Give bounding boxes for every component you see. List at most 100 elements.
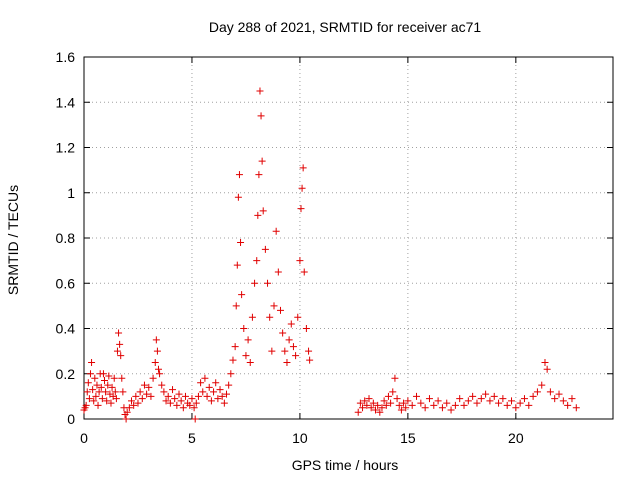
data-point: [425, 395, 433, 403]
data-point: [117, 352, 125, 360]
data-point: [393, 395, 401, 403]
data-point: [227, 370, 235, 378]
data-point: [162, 397, 170, 405]
data-point: [177, 397, 185, 405]
data-point: [166, 399, 174, 407]
data-point: [113, 347, 121, 355]
data-point: [285, 336, 293, 344]
data-point: [361, 397, 369, 405]
data-point: [119, 388, 127, 396]
data-point: [251, 279, 259, 287]
data-point: [268, 347, 276, 355]
data-point: [216, 386, 224, 394]
data-point: [123, 408, 131, 416]
data-point: [512, 404, 520, 412]
data-point: [173, 401, 181, 409]
data-point: [132, 392, 140, 400]
data-point: [261, 245, 269, 253]
data-point: [298, 184, 306, 192]
data-point: [229, 356, 237, 364]
x-tick-label: 10: [292, 430, 308, 446]
data-point: [387, 399, 395, 407]
data-point: [404, 397, 412, 405]
data-point: [118, 374, 126, 382]
data-point: [205, 383, 213, 391]
data-point: [128, 397, 136, 405]
data-point: [374, 401, 382, 409]
data-point: [270, 302, 278, 310]
data-point: [266, 313, 274, 321]
data-point: [218, 392, 226, 400]
data-point: [283, 358, 291, 366]
data-point: [103, 397, 111, 405]
data-point: [294, 313, 302, 321]
data-point: [130, 401, 138, 409]
data-point: [287, 320, 295, 328]
grid-lines: [84, 57, 613, 419]
data-point: [246, 358, 254, 366]
data-point: [235, 171, 243, 179]
data-point: [152, 336, 160, 344]
data-point: [572, 404, 580, 412]
data-point: [199, 388, 207, 396]
y-tick-label: 1.6: [56, 49, 76, 65]
data-point: [456, 395, 464, 403]
data-point: [194, 392, 202, 400]
data-point: [212, 379, 220, 387]
x-tick-label: 15: [400, 430, 416, 446]
data-point: [225, 381, 233, 389]
data-point: [94, 401, 102, 409]
data-point: [447, 406, 455, 414]
y-tick-label: 1.2: [56, 140, 76, 156]
data-point: [169, 386, 177, 394]
data-point: [289, 343, 297, 351]
data-point: [91, 374, 99, 382]
data-point: [264, 279, 272, 287]
data-point: [369, 399, 377, 407]
data-point: [257, 112, 265, 120]
data-point: [258, 157, 266, 165]
data-point: [397, 406, 405, 414]
data-point: [179, 404, 187, 412]
data-point: [464, 397, 472, 405]
data-point: [371, 406, 379, 414]
data-point: [214, 395, 222, 403]
data-point: [107, 399, 115, 407]
data-point: [299, 164, 307, 172]
data-point: [276, 306, 284, 314]
data-point: [482, 390, 490, 398]
data-point: [223, 390, 231, 398]
data-point: [259, 207, 267, 215]
data-point: [363, 401, 371, 409]
data-point: [451, 401, 459, 409]
y-tick-label: 1: [67, 185, 75, 201]
data-point: [197, 379, 205, 387]
data-point: [292, 352, 300, 360]
data-point: [104, 381, 112, 389]
data-point: [143, 390, 151, 398]
data-point: [90, 397, 98, 405]
data-point: [306, 356, 314, 364]
data-point: [430, 401, 438, 409]
data-point: [234, 193, 242, 201]
data-point: [499, 395, 507, 403]
data-point: [186, 401, 194, 409]
data-point: [220, 399, 228, 407]
data-point: [93, 381, 101, 389]
data-point: [86, 370, 94, 378]
data-point: [359, 404, 367, 412]
data-point: [543, 365, 551, 373]
data-point: [256, 87, 264, 95]
y-tick-label: 0.8: [56, 230, 76, 246]
y-tick-label: 0: [67, 411, 75, 427]
axis-ticks: 0 0.2 0.4 0.6 0.8 1 1.2 1.4 1.6 0 5 10 15 20: [56, 49, 613, 446]
data-point: [233, 261, 241, 269]
data-point: [88, 358, 96, 366]
y-tick-label: 0.2: [56, 366, 76, 382]
data-point: [203, 392, 211, 400]
y-tick-label: 0.4: [56, 321, 76, 337]
data-point: [84, 379, 92, 387]
data-point: [413, 392, 421, 400]
data-point: [188, 395, 196, 403]
